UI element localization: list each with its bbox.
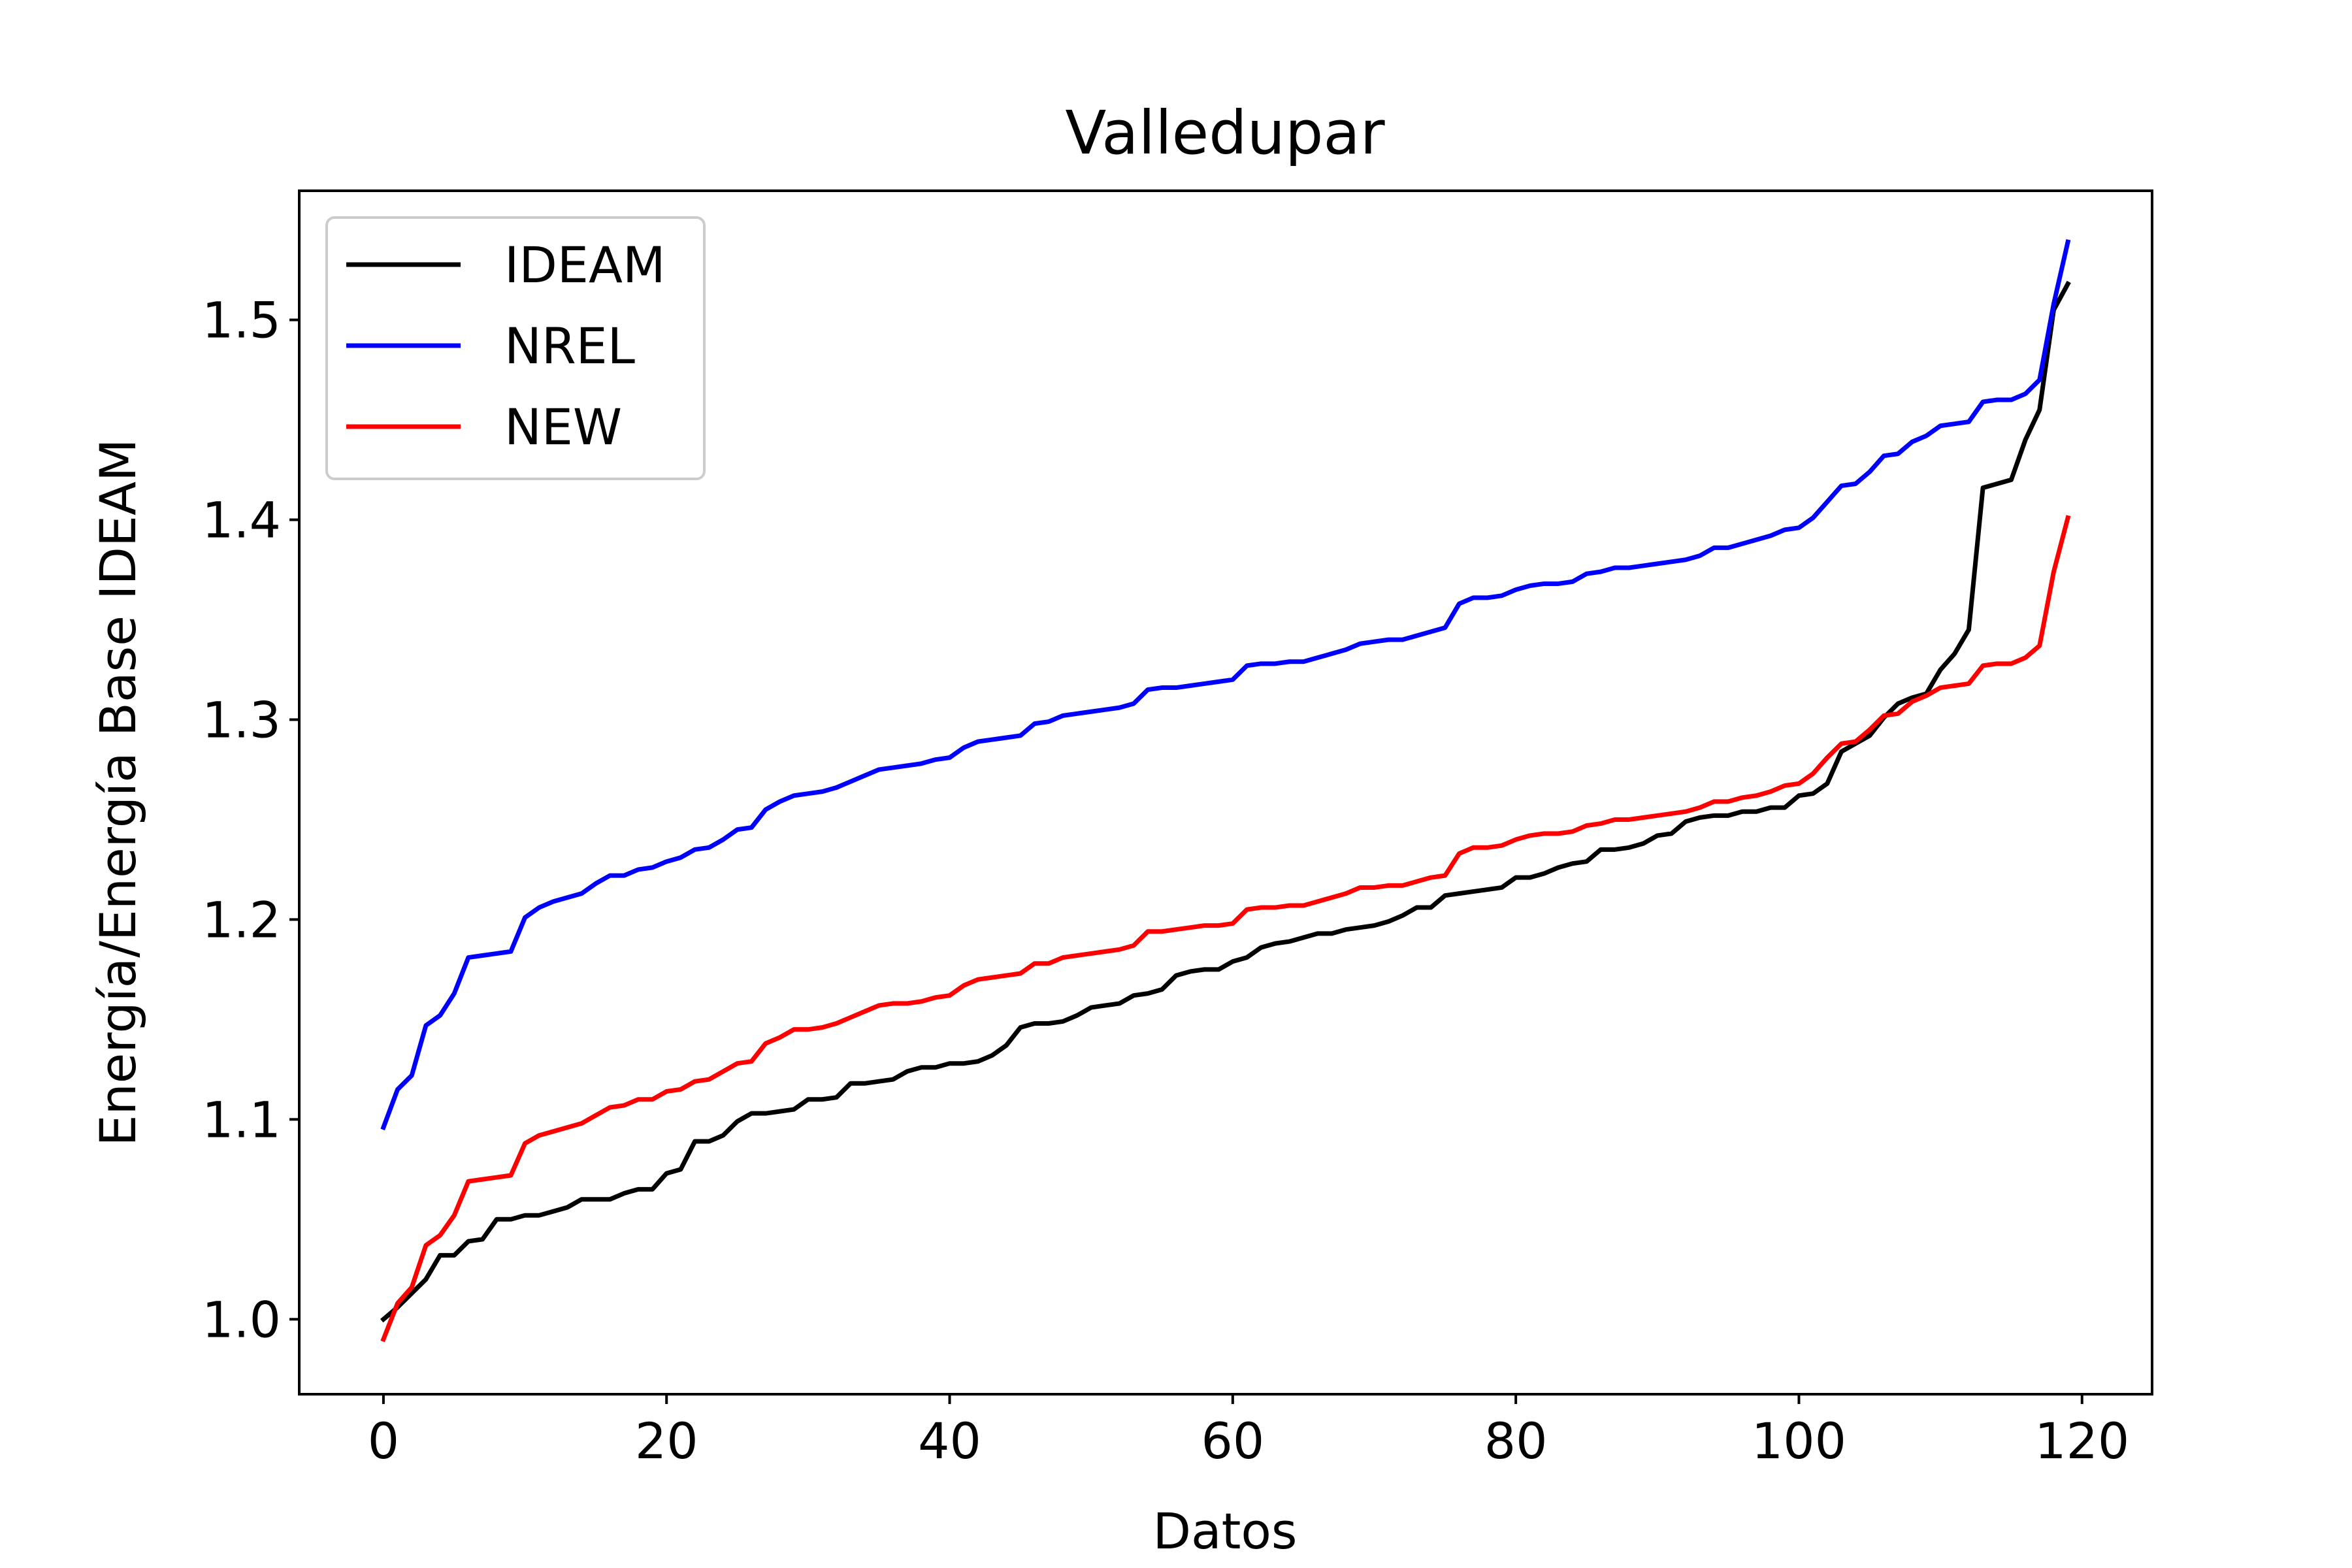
x-tick-label: 80: [1484, 1412, 1548, 1470]
legend: IDEAM NREL NEW: [325, 216, 706, 480]
series-line-new: [380, 515, 2071, 1343]
x-tick-label: 100: [1752, 1412, 1846, 1470]
x-axis: 0 20 40 60 80 100 120: [368, 1394, 2129, 1470]
x-axis-label: Datos: [1153, 1502, 1298, 1560]
x-tick-label: 0: [368, 1412, 399, 1470]
y-axis-label: Energía/Energía Base IDEAM: [89, 438, 147, 1146]
y-tick-label: 1.4: [202, 491, 281, 549]
series-line-nrel: [380, 239, 2071, 1131]
x-tick-label: 60: [1201, 1412, 1264, 1470]
y-tick-label: 1.1: [202, 1090, 281, 1149]
series-layer: [380, 239, 2071, 1343]
legend-label-ideam: IDEAM: [504, 236, 666, 294]
legend-label-new: NEW: [504, 398, 622, 456]
chart-title: Valledupar: [1065, 98, 1384, 168]
y-tick-label: 1.5: [202, 291, 281, 350]
series-line-ideam: [380, 280, 2071, 1323]
legend-box: [325, 216, 706, 480]
y-tick-label: 1.2: [202, 890, 281, 949]
x-tick-label: 40: [918, 1412, 981, 1470]
y-tick-label: 1.0: [202, 1290, 281, 1348]
x-tick-label: 120: [2034, 1412, 2129, 1470]
y-tick-label: 1.3: [202, 691, 281, 749]
y-axis: 1.0 1.1 1.2 1.3 1.4 1.5: [202, 291, 299, 1348]
legend-label-nrel: NREL: [504, 317, 635, 375]
x-tick-label: 20: [635, 1412, 698, 1470]
plot-frame: [298, 189, 2153, 1396]
